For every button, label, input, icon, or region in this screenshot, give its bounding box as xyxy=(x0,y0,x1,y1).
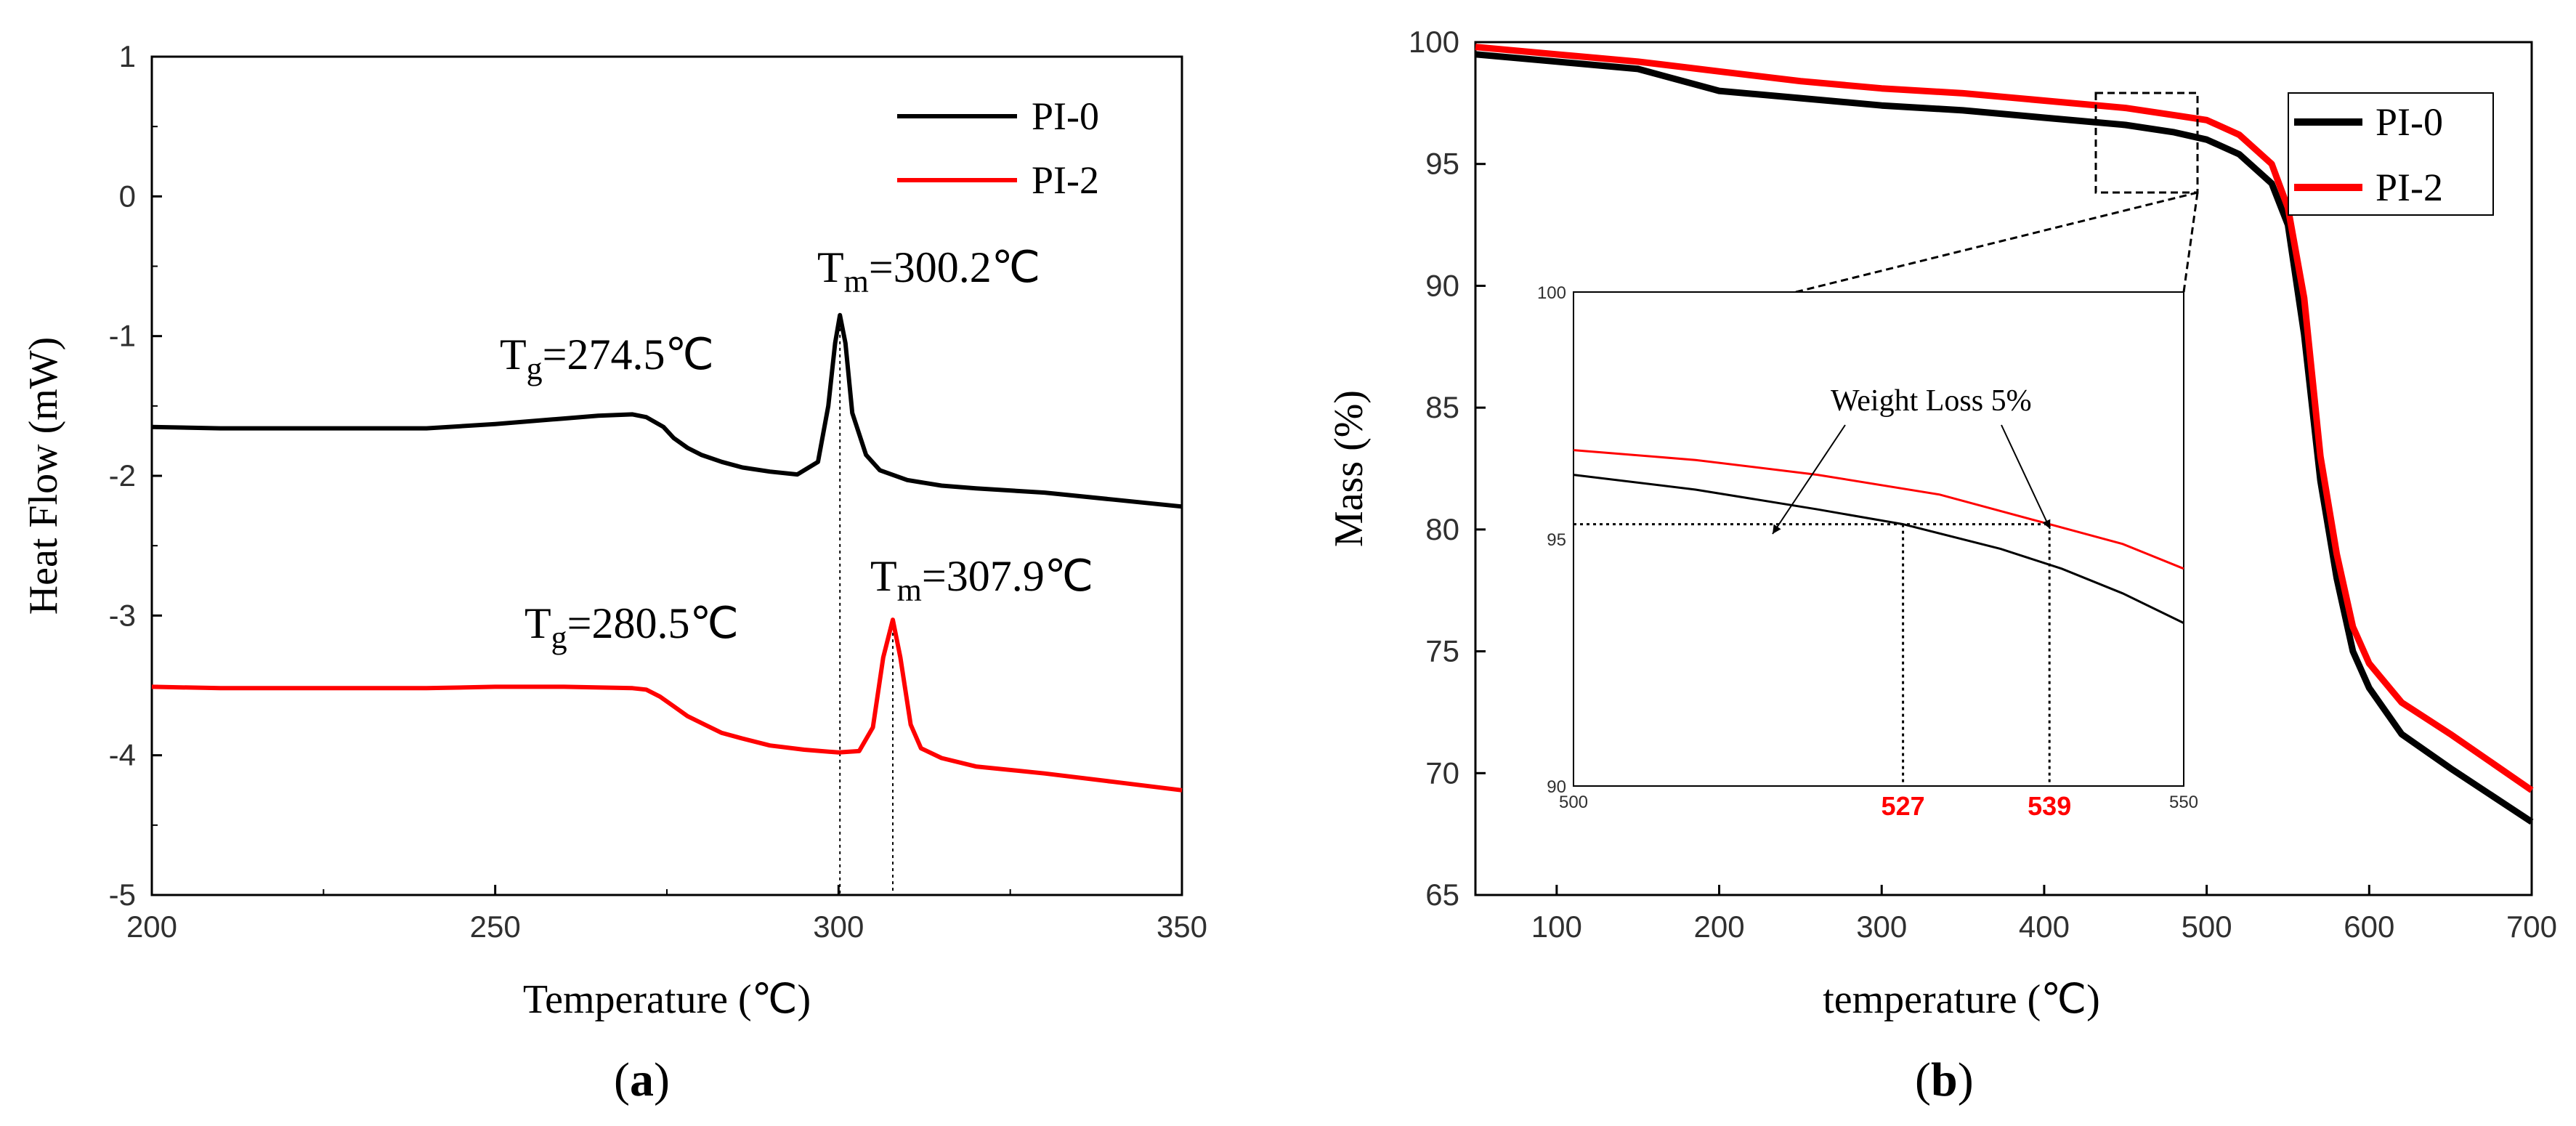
panel-b-y-tick-label: 75 xyxy=(1425,634,1459,668)
panel-b-legend: PI-0 PI-2 xyxy=(2288,92,2494,216)
annotation-tm-pi-0: Tm=300.2℃ xyxy=(817,243,1040,299)
inset-plot-frame xyxy=(1573,291,2184,787)
panel-a-x-axis-title: Temperature (℃) xyxy=(523,977,811,1022)
panel-a-x-tick-label: 250 xyxy=(470,910,521,944)
panel-b-x-tick-label: 100 xyxy=(1531,910,1582,944)
panel-a-y-tick-label: -4 xyxy=(109,738,136,772)
inset-annotation: Weight Loss 5% xyxy=(1831,384,2032,418)
panel-a-plot-frame xyxy=(150,55,1183,896)
panel-a-axes: 200 250 300 350 1 0 -1 -2 -3 -4 -5 xyxy=(109,39,1207,944)
panel-b-axes: 100 200 300 400 500 600 700 100 95 90 85 80 75 70 65 xyxy=(1409,25,2557,944)
panel-b-tga-chart: 100 200 300 400 500 600 700 100 95 90 85 80 75 70 65 P… xyxy=(1327,25,2557,1106)
panel-a-y-axis-title: Heat Flow (mW) xyxy=(21,337,66,615)
panel-b-x-tick-label: 400 xyxy=(2019,910,2070,944)
panel-a-y-tick-label: -3 xyxy=(109,598,136,632)
panel-a-y-tick-label: 1 xyxy=(119,39,136,73)
panel-b-x-tick-label: 200 xyxy=(1693,910,1744,944)
legend-label-pi-2: PI-2 xyxy=(2375,166,2443,209)
panel-b-plot-frame xyxy=(1474,41,2533,896)
panel-a-y-tick-label: -2 xyxy=(109,458,136,493)
inset-series-line-pi-2 xyxy=(1573,449,2184,570)
inset-arrow-right xyxy=(2001,424,2051,530)
panel-a-legend: PI-0 PI-2 xyxy=(897,94,1099,202)
panel-b-x-tick-label: 500 xyxy=(2182,910,2232,944)
panel-b-legend-box xyxy=(2288,92,2494,216)
panel-a-y-tick-label: 0 xyxy=(119,179,136,213)
inset-y-tick-label: 90 xyxy=(1547,777,1566,797)
panel-b-x-tick-label: 600 xyxy=(2344,910,2394,944)
panel-a-series xyxy=(151,312,1183,895)
inset-marker-label: 527 xyxy=(1882,791,1925,821)
series-line-pi-0 xyxy=(151,312,1183,509)
panel-b-y-tick-label: 100 xyxy=(1409,25,1459,59)
panel-a-x-tick-label: 350 xyxy=(1157,910,1207,944)
panel-a-dsc-chart: 200 250 300 350 1 0 -1 -2 -3 -4 -5 PI-0 PI-2 Tg=27… xyxy=(21,39,1207,1106)
annotation-tm-pi-2: Tm=307.9℃ xyxy=(870,552,1093,608)
inset-series-line-pi-0 xyxy=(1573,474,2184,624)
series-line-pi-2 xyxy=(151,617,1183,793)
panel-b-series xyxy=(1475,44,2534,825)
panel-b-y-tick-label: 80 xyxy=(1425,512,1459,546)
zoom-region-box xyxy=(2094,92,2199,194)
annotation-tg-pi-2: Tg=280.5℃ xyxy=(524,599,739,655)
panel-a-x-tick-label: 200 xyxy=(126,910,177,944)
inset-x-tick-label: 500 xyxy=(1559,793,1588,812)
panel-b-y-tick-label: 85 xyxy=(1425,390,1459,424)
series-line-pi-0 xyxy=(1475,51,2534,825)
legend-label-pi-0: PI-0 xyxy=(1032,94,1099,138)
panel-a-y-tick-label: -1 xyxy=(109,319,136,353)
panel-b-caption: (b) xyxy=(1915,1053,1974,1106)
panel-b-y-tick-label: 65 xyxy=(1425,878,1459,912)
series-line-pi-2 xyxy=(1475,44,2534,793)
panel-b-y-tick-label: 95 xyxy=(1425,147,1459,181)
panel-b-x-tick-label: 700 xyxy=(2506,910,2557,944)
inset-x-tick-label: 550 xyxy=(2169,793,2198,812)
panel-b-y-axis-title: Mass (%) xyxy=(1327,390,1372,547)
panel-a-caption: (a) xyxy=(614,1053,670,1106)
inset-marker-label: 539 xyxy=(2028,791,2071,821)
inset-y-tick-label: 95 xyxy=(1547,530,1566,550)
panel-b-x-axis-title: temperature (℃) xyxy=(1823,977,2100,1022)
panel-b-x-tick-label: 300 xyxy=(1856,910,1907,944)
annotation-tg-pi-0: Tg=274.5℃ xyxy=(500,331,714,386)
inset-y-tick-label: 100 xyxy=(1537,283,1566,303)
panel-a-y-tick-label: -5 xyxy=(109,878,136,912)
panel-b-y-tick-label: 70 xyxy=(1425,756,1459,790)
panel-b-y-tick-label: 90 xyxy=(1425,268,1459,302)
panel-a-x-tick-label: 300 xyxy=(813,910,864,944)
legend-label-pi-2: PI-2 xyxy=(1032,158,1099,202)
zoom-connector-right xyxy=(2182,192,2199,293)
legend-label-pi-0: PI-0 xyxy=(2375,100,2443,144)
inset-arrow-left xyxy=(1772,424,1846,535)
zoom-connector-left xyxy=(1795,191,2198,293)
